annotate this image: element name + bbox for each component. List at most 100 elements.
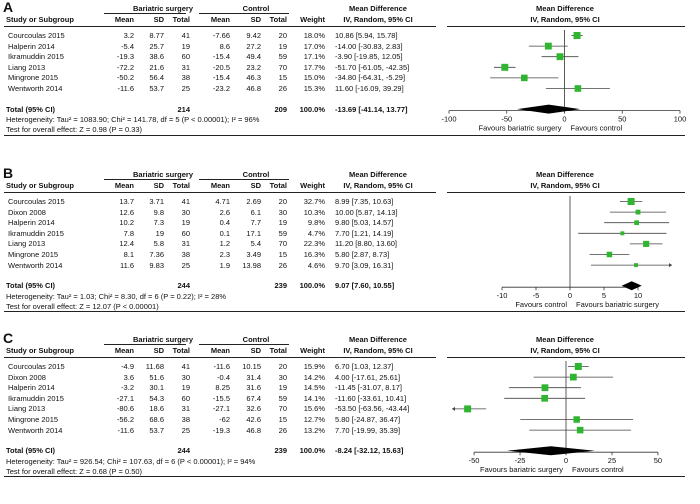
weight-header: Weight	[300, 346, 325, 355]
rule-line	[4, 134, 685, 136]
study-n-surgery: 38	[181, 415, 190, 424]
total1-header: Total	[172, 15, 190, 24]
study-sd-surgery: 18.6	[149, 404, 164, 414]
x-tick-label: -10	[497, 291, 508, 300]
study-mean-control: -15.4	[212, 52, 230, 62]
study-marker	[606, 251, 613, 258]
study-weight: 15.0%	[303, 73, 325, 83]
study-n-control: 19	[278, 41, 287, 51]
study-weight: 14.1%	[303, 393, 325, 403]
study-n-control: 70	[278, 62, 287, 72]
rule-line	[199, 179, 289, 180]
x-tick-label: 50	[654, 456, 662, 465]
study-n-surgery: 38	[181, 250, 190, 259]
study-weight: 15.6%	[303, 404, 325, 414]
study-marker	[541, 394, 549, 402]
md-header: Mean Difference	[349, 335, 407, 344]
study-weight: 17.1%	[303, 52, 325, 62]
study-n-surgery: 25	[181, 84, 190, 93]
overall-effect-text: Test for overall effect: Z = 0.98 (P = 0…	[6, 125, 143, 135]
total-n-surgery: 214	[177, 104, 190, 114]
study-ci: -11.45 [-31.07, 8.17]	[335, 383, 402, 393]
study-name: Mingrone 2015	[8, 415, 59, 424]
study-sd-control: 46.8	[246, 84, 261, 93]
x-tick-label: 0	[568, 291, 572, 300]
study-ci: -14.00 [-30.83, 2.83]	[335, 41, 403, 51]
study-mean-control: 2.6	[219, 207, 230, 217]
study-mean-surgery: -5.4	[121, 41, 134, 51]
study-marker	[573, 32, 581, 39]
study-mean-control: -11.6	[213, 362, 230, 371]
study-n-control: 26	[278, 84, 287, 93]
study-mean-surgery: 11.6	[119, 260, 134, 270]
favours-right-label: Favours bariatric surgery	[576, 300, 659, 309]
study-sd-control: 46.3	[246, 73, 261, 83]
pooled-diamond	[621, 281, 642, 291]
group1-header: Bariatric surgery	[132, 170, 194, 179]
study-mean-surgery: 3.2	[123, 31, 134, 40]
study-header: Study or Subgroup	[6, 181, 74, 190]
pooled-diamond	[506, 446, 595, 456]
study-name: Wentworth 2014	[8, 425, 63, 435]
total-n-control: 239	[274, 281, 287, 291]
study-weight: 13.2%	[303, 425, 325, 435]
favours-left-label: Favours bariatric surgery	[480, 465, 563, 474]
study-ci: -34.80 [-64.31, -5.29]	[335, 73, 406, 83]
study-sd-surgery: 21.6	[149, 62, 164, 72]
mean1-header: Mean	[114, 181, 134, 190]
study-n-control: 19	[278, 383, 287, 393]
forest-plot-c: -50 -25 0 25 50 Favours bariatric surgery Favo…	[452, 361, 662, 474]
rule-line	[199, 13, 289, 14]
study-name: Mingrone 2015	[8, 250, 59, 259]
rule-line	[4, 357, 436, 358]
study-ci: 9.80 [5.03, 14.57]	[335, 218, 394, 228]
study-ci: -11.60 [-33.61, 10.41]	[335, 393, 407, 403]
group1-header: Bariatric surgery	[132, 4, 194, 13]
study-marker	[556, 53, 564, 61]
study-marker	[576, 426, 584, 434]
weight-header: Weight	[300, 181, 325, 190]
study-n-control: 70	[278, 239, 287, 249]
study-n-control: 15	[278, 250, 287, 259]
study-mean-surgery: -72.2	[116, 62, 134, 72]
study-name: Wentworth 2014	[8, 84, 63, 93]
study-mean-control: -27.1	[212, 404, 230, 414]
study-sd-control: 32.6	[246, 404, 261, 414]
study-sd-control: 31.4	[246, 372, 261, 382]
mean2-header: Mean	[210, 346, 230, 355]
study-sd-surgery: 7.3	[153, 218, 164, 228]
study-mean-surgery: 13.7	[119, 197, 134, 206]
study-weight: 32.7%	[303, 197, 325, 206]
md-sub-header: IV, Random, 95% CI	[343, 346, 413, 355]
rule-line	[447, 357, 685, 358]
study-marker	[521, 74, 528, 82]
total-label: Total (95% CI)	[6, 446, 56, 456]
study-n-surgery: 19	[181, 218, 190, 228]
md-plot-sub-header: IV, Random, 95% CI	[530, 346, 600, 355]
study-marker	[541, 384, 549, 392]
study-n-surgery: 41	[181, 362, 190, 371]
study-sd-surgery: 54.3	[149, 393, 164, 403]
forest-plot-a: -100 -50 0 50 100 Favours bariatric surgery Fa…	[441, 30, 686, 133]
forest-plot-b: -10 -5 0 5 10 Favours control Favours bariatri…	[497, 196, 672, 309]
study-name: Liang 2013	[8, 404, 46, 414]
study-sd-surgery: 56.4	[149, 73, 164, 83]
rule-line	[199, 344, 289, 345]
study-sd-surgery: 38.6	[149, 52, 164, 62]
md-plot-header: Mean Difference	[536, 335, 594, 344]
study-n-surgery: 41	[181, 197, 190, 206]
sd1-header: SD	[153, 181, 164, 190]
study-name: Halperin 2014	[8, 383, 55, 393]
study-mean-control: -7.66	[212, 31, 230, 40]
rule-line	[447, 26, 685, 27]
total2-header: Total	[269, 346, 287, 355]
study-weight: 17.7%	[303, 62, 325, 72]
study-name: Dixon 2008	[8, 207, 46, 217]
study-mean-surgery: -80.6	[116, 404, 134, 414]
study-mean-surgery: -19.3	[116, 52, 134, 62]
total-weight: 100.0%	[299, 104, 325, 114]
sd2-header: SD	[250, 181, 261, 190]
study-ci: 10.00 [5.87, 14.13]	[335, 207, 398, 217]
study-mean-control: 8.6	[219, 41, 230, 51]
sd2-header: SD	[250, 346, 261, 355]
